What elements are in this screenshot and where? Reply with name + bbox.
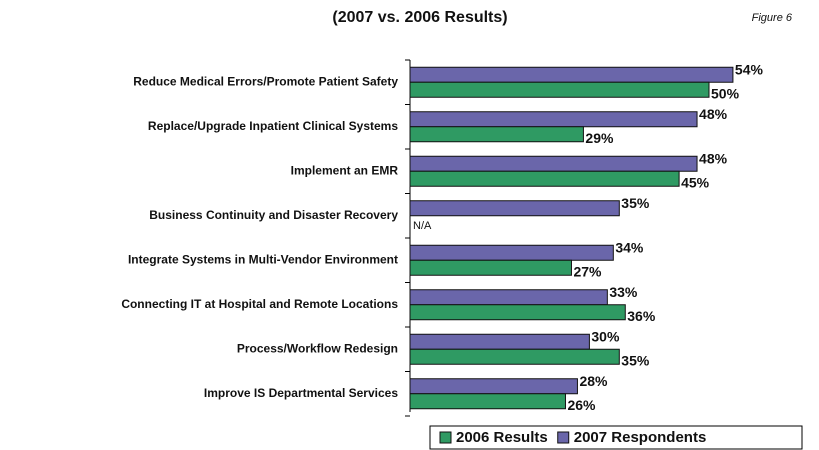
value-label: 35%	[621, 195, 650, 211]
legend-swatch	[439, 431, 452, 444]
bar	[409, 378, 578, 395]
legend-box	[429, 425, 803, 450]
bar	[409, 155, 698, 172]
value-label: 48%	[699, 150, 728, 166]
category-label: Implement an EMR	[291, 163, 399, 177]
value-label: 45%	[681, 174, 710, 190]
value-label: 48%	[699, 106, 728, 122]
value-label: 27%	[573, 263, 602, 279]
legend-swatch	[557, 431, 570, 444]
category-label: Reduce Medical Errors/Promote Patient Sa…	[133, 74, 398, 88]
category-label: Process/Workflow Redesign	[237, 341, 398, 355]
value-label: 50%	[711, 85, 740, 101]
value-label: N/A	[413, 220, 432, 232]
category-label: Replace/Upgrade Inpatient Clinical Syste…	[148, 119, 398, 133]
category-label: Integrate Systems in Multi-Vendor Enviro…	[128, 252, 398, 266]
chart-title: (2007 vs. 2006 Results)	[332, 9, 507, 26]
bar	[409, 66, 734, 83]
bar	[409, 126, 584, 143]
value-label: 34%	[615, 239, 644, 255]
category-label: Improve IS Departmental Services	[204, 386, 398, 400]
bar	[409, 200, 620, 217]
category-label: Connecting IT at Hospital and Remote Loc…	[121, 297, 398, 311]
category-label: Business Continuity and Disaster Recover…	[149, 208, 398, 222]
bar	[409, 111, 698, 128]
legend-label: 2007 Respondents	[574, 429, 707, 446]
value-label: 36%	[627, 308, 656, 324]
legend-label: 2006 Results	[456, 429, 548, 446]
value-label: 35%	[621, 352, 650, 368]
bar	[409, 393, 566, 410]
value-label: 28%	[579, 373, 608, 389]
value-label: 30%	[591, 328, 620, 344]
bar	[409, 81, 710, 98]
value-label: 33%	[609, 284, 638, 300]
bar	[409, 333, 590, 350]
figure-note: Figure 6	[752, 12, 793, 24]
bar	[409, 304, 626, 321]
value-label: 54%	[735, 61, 764, 77]
value-label: 26%	[567, 397, 596, 413]
bar	[409, 259, 572, 276]
value-label: 29%	[585, 130, 614, 146]
bar	[409, 170, 680, 187]
bar	[409, 244, 614, 261]
bar	[409, 348, 620, 365]
bar	[409, 289, 608, 306]
